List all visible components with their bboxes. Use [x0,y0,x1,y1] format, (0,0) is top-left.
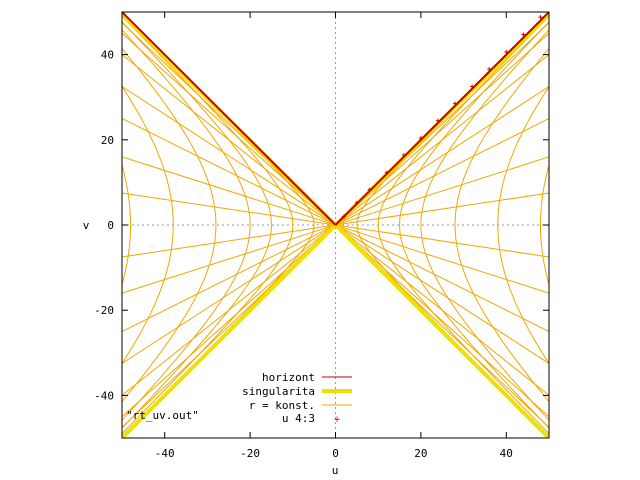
r-konst-hyperbola [540,163,549,287]
u43-point [401,153,406,158]
u43-series [342,15,543,219]
r-konst-hyperbola [399,21,549,429]
data-layer [122,12,549,438]
r-konst-hyperbola [122,29,251,421]
y-tick-label: 0 [107,219,114,232]
singularita-line [334,223,549,438]
u43-point [367,187,372,192]
y-axis-label: v [83,219,90,232]
r-konst-hyperbola [420,29,549,421]
y-tick-label: -20 [94,304,114,317]
r-konst-hyperbola [356,12,549,438]
r-konst-hyperbola [122,15,294,435]
r-konst-hyperbola [122,21,272,429]
legend-label-singularita: singularita [242,385,315,398]
x-tick-label: 20 [414,447,427,460]
tick-marks: -40 -20 0 20 40 -40 -20 0 20 40 [94,12,549,460]
zero-axis-lines [122,12,549,438]
r-konst-hyperbola [122,163,131,287]
u43-point [435,118,440,123]
u43-point [384,170,389,175]
horizont-line [122,12,337,226]
r-konst-hyperbola [454,47,549,403]
u43-point [453,101,458,106]
x-tick-label: -40 [155,447,175,460]
singularita-line [122,223,337,438]
u43-point [487,67,492,72]
u43-point [521,32,526,37]
x-tick-label: 0 [332,447,339,460]
r-konst-hyperbola [122,47,217,403]
u43-point [342,214,347,219]
legend-label-r-konst: r = konst. [249,399,315,412]
r-konst-hyperbola [377,15,549,435]
x-tick-label: -20 [240,447,260,460]
horizont-line [334,12,549,226]
u43-point [418,136,423,141]
r-konst-hyperbola [122,85,174,365]
legend-swatch-u43: + [333,415,341,425]
legend-label-u43: u 4:3 [282,412,315,425]
u43-point [470,84,475,89]
u43-point [354,200,359,205]
data-file-annotation: "rt_uv.out" [126,409,199,422]
y-tick-label: 40 [101,49,114,62]
legend-label-horizont: horizont [262,371,315,384]
u43-point [504,50,509,55]
u43-point [538,15,543,20]
legend: horizont singularita r = konst. u 4:3 + [242,371,352,425]
x-axis-label: u [332,464,339,477]
r-konst-hyperbola [497,85,549,365]
y-tick-label: -40 [94,389,114,402]
y-tick-label: 20 [101,134,114,147]
x-tick-label: 40 [500,447,513,460]
